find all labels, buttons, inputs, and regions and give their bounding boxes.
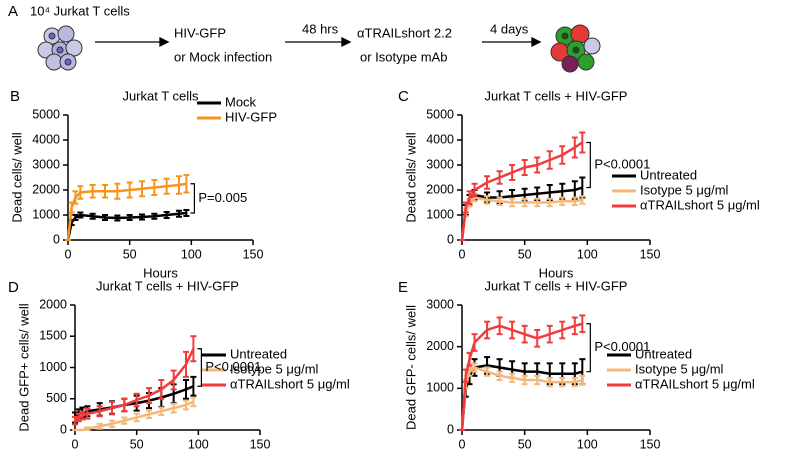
significance-bracket [190, 183, 195, 214]
cell-cluster-icon [37, 25, 83, 71]
panel-label: C [398, 88, 409, 105]
legend-label: Untreated [230, 346, 287, 361]
series-line [460, 322, 583, 431]
step-text: HIV-GFP [174, 25, 226, 40]
significance-bracket [586, 141, 591, 189]
annotation: P<0.0001 [205, 359, 261, 374]
series-line [460, 366, 583, 431]
x-tick-label: 50 [130, 437, 144, 451]
panel-label: D [8, 279, 19, 296]
y-tick-label: 0 [447, 232, 454, 246]
legend-label: αTRAILshort 5 μg/ml [230, 376, 350, 391]
legend-label: Mock [225, 94, 257, 109]
panel-label: E [398, 279, 408, 296]
wait-text: 4 days [490, 21, 529, 36]
chart: E Jurkat T cells + HIV-GFP Hours Dead GFP- … [398, 278, 755, 457]
y-tick-label: 0 [447, 422, 454, 436]
x-tick-label: 100 [577, 437, 598, 451]
annotation: P<0.0001 [594, 339, 650, 354]
series-line [66, 182, 187, 241]
x-tick-label: 50 [518, 437, 532, 451]
y-tick-label: 1000 [426, 207, 454, 221]
legend-label: Isotype 5 μg/ml [640, 182, 729, 197]
x-tick-label: 100 [188, 437, 209, 451]
y-tick-label: 3000 [32, 157, 60, 171]
y-tick-label: 4000 [32, 132, 60, 146]
chart-title: Jurkat T cells [122, 88, 199, 103]
y-tick-label: 0 [53, 232, 60, 246]
y-tick-label: 5000 [426, 107, 454, 121]
legend-label: αTRAILshort 5 μg/ml [640, 197, 760, 212]
step-text: αTRAILshort 2.2 [357, 25, 452, 40]
x-tick-label: 0 [459, 247, 466, 261]
wait-text: 48 hrs [302, 21, 339, 36]
y-tick-label: 1000 [32, 207, 60, 221]
legend-label: Untreated [635, 346, 692, 361]
significance-bracket [586, 323, 591, 373]
panel-label: B [10, 88, 20, 105]
x-tick-label: 150 [640, 437, 661, 451]
legend-label: HIV-GFP [225, 109, 277, 124]
chart: C Jurkat T cells + HIV-GFP Hours Dead cells… [398, 88, 760, 280]
chart-title: Jurkat T cells + HIV-GFP [485, 88, 628, 103]
x-tick-label: 50 [123, 247, 137, 261]
x-axis-label: Hours [150, 455, 185, 457]
y-tick-label: 2000 [426, 182, 454, 196]
chart-title: Jurkat T cells + HIV-GFP [485, 278, 628, 293]
y-tick-label: 4000 [426, 132, 454, 146]
y-tick-label: 3000 [426, 157, 454, 171]
step-text: 10⁴ Jurkat T cells [30, 3, 130, 18]
x-axis-label: Hours [539, 265, 574, 280]
y-axis-label: Dead GFP+ cells/ well [16, 303, 31, 431]
y-tick-label: 3000 [426, 297, 454, 311]
y-axis-label: Dead GFP- cells/ well [403, 305, 418, 430]
y-tick-label: 2000 [426, 339, 454, 353]
legend-label: Untreated [640, 167, 697, 182]
y-tick-label: 5000 [32, 107, 60, 121]
annotation: P<0.0001 [594, 156, 650, 171]
x-axis-label: Hours [539, 455, 574, 457]
series-line [460, 196, 583, 241]
panel-a: A 10⁴ Jurkat T cells HIV-GFP or Mock inf… [8, 3, 601, 73]
series-line [66, 211, 187, 241]
x-tick-label: 150 [243, 247, 264, 261]
annotation: P=0.005 [198, 190, 247, 205]
step-text: or Mock infection [174, 49, 272, 64]
arrow [95, 36, 542, 48]
cell-cluster-icon [550, 24, 601, 73]
y-tick-label: 1000 [426, 381, 454, 395]
series-line [460, 186, 583, 241]
x-tick-label: 0 [65, 247, 72, 261]
series-line [460, 141, 584, 241]
x-tick-label: 100 [577, 247, 598, 261]
legend-label: αTRAILshort 5 μg/ml [635, 376, 755, 391]
x-tick-label: 0 [72, 437, 79, 451]
chart: B Jurkat T cells Hours Dead cells/ well 0 50 1… [9, 88, 277, 280]
legend-label: Isotype 5 μg/ml [635, 361, 724, 376]
chart-title: Jurkat T cells + HIV-GFP [96, 278, 239, 293]
y-axis-label: Dead cells/ well [9, 132, 24, 222]
y-tick-label: 2000 [32, 182, 60, 196]
x-tick-label: 50 [518, 247, 532, 261]
x-tick-label: 100 [181, 247, 202, 261]
y-tick-label: 0 [60, 422, 67, 436]
x-tick-label: 0 [459, 437, 466, 451]
panel-label: A [8, 3, 18, 20]
y-axis-label: Dead cells/ well [403, 132, 418, 222]
chart: D Jurkat T cells + HIV-GFP Hours Dead GFP+ … [8, 278, 350, 457]
series-line [75, 400, 194, 432]
significance-bracket [197, 348, 202, 387]
y-tick-label: 1500 [39, 329, 67, 343]
x-tick-label: 150 [640, 247, 661, 261]
y-tick-label: 1000 [39, 360, 67, 374]
y-tick-label: 500 [46, 391, 67, 405]
x-axis-label: Hours [143, 265, 178, 280]
step-text: or Isotype mAb [360, 49, 447, 64]
legend-label: Isotype 5 μg/ml [230, 361, 319, 376]
series-line [74, 348, 195, 422]
x-tick-label: 150 [250, 437, 271, 451]
y-tick-label: 2000 [39, 297, 67, 311]
